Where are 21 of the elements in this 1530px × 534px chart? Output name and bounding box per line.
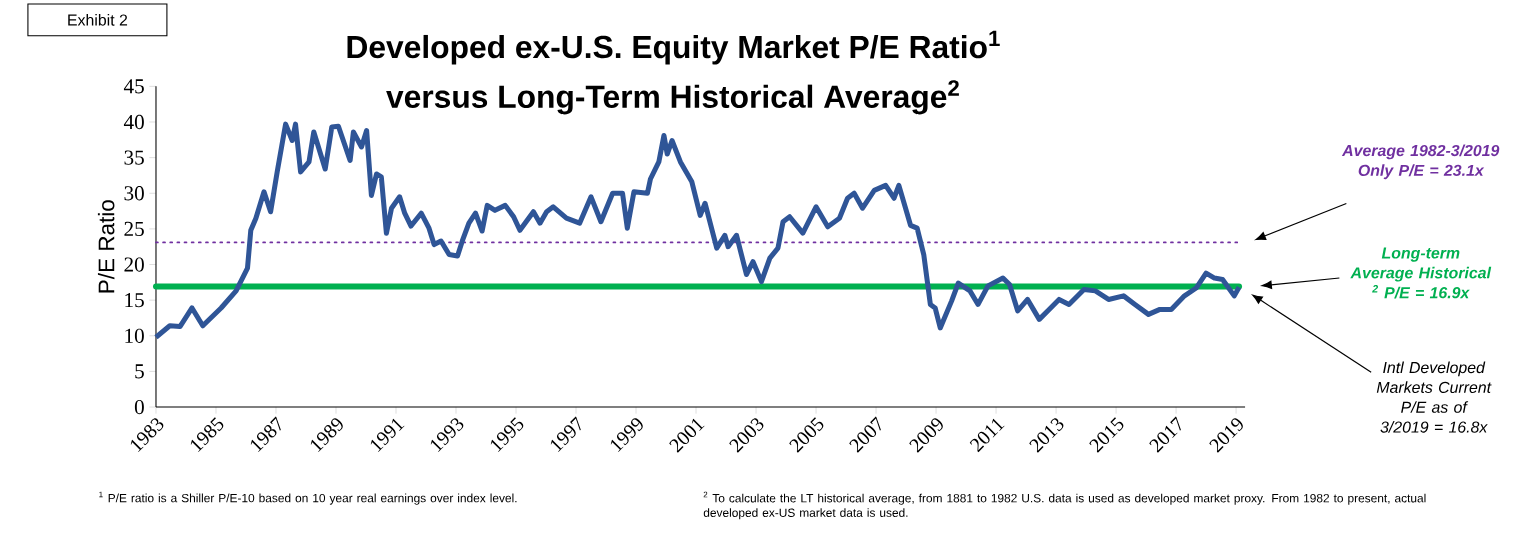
y-tick-label: 10 bbox=[125, 328, 144, 343]
text: $^{1}$ P/E ratio is a Shiller P/E-10 based on 10 year real earnings over index level. bbox=[99, 491, 517, 505]
x-tick-label: 2011 bbox=[969, 418, 1005, 453]
text: Intl Developed Markets Current P/E as of 3/2019 = 16.8x bbox=[1376, 361, 1492, 433]
chart-title: Developed ex-U.S. Equity Market P/E Ratio$^{1}$ bbox=[347, 30, 1000, 65]
ref-line-label: Average 1982-3/2019 Only P/E = 23.1x bbox=[1341, 144, 1500, 180]
y-tick-label: 5 bbox=[135, 364, 144, 379]
text: Exhibit 2 bbox=[68, 13, 128, 26]
y-tick-label: 30 bbox=[124, 186, 144, 201]
y-tick-label: 45 bbox=[123, 79, 144, 94]
y-tick-label: 40 bbox=[123, 114, 144, 130]
ref-line-label: Long-term Average Historical $^{2}$ P/E = 16.9x bbox=[1350, 247, 1492, 299]
y-tick-label: 0 bbox=[134, 399, 144, 415]
x-tick-label: 1991 bbox=[370, 418, 405, 452]
y-tick-label: 15 bbox=[125, 293, 144, 308]
y-tick-label: 25 bbox=[124, 221, 144, 236]
y-axis-title: P/E Ratio bbox=[97, 200, 115, 293]
text: $^{2}$ To calculate the LT historical average, from 1881 to 1982 U.S. data is used as developed market proxy. From 1982 to present, actual developed ex-US market data is used. bbox=[703, 491, 1426, 520]
y-tick-label: 35 bbox=[124, 150, 144, 165]
chart-subtitle: versus Long-Term Historical Average$^{2}$ bbox=[386, 80, 959, 115]
y-tick-label: 20 bbox=[124, 257, 144, 272]
